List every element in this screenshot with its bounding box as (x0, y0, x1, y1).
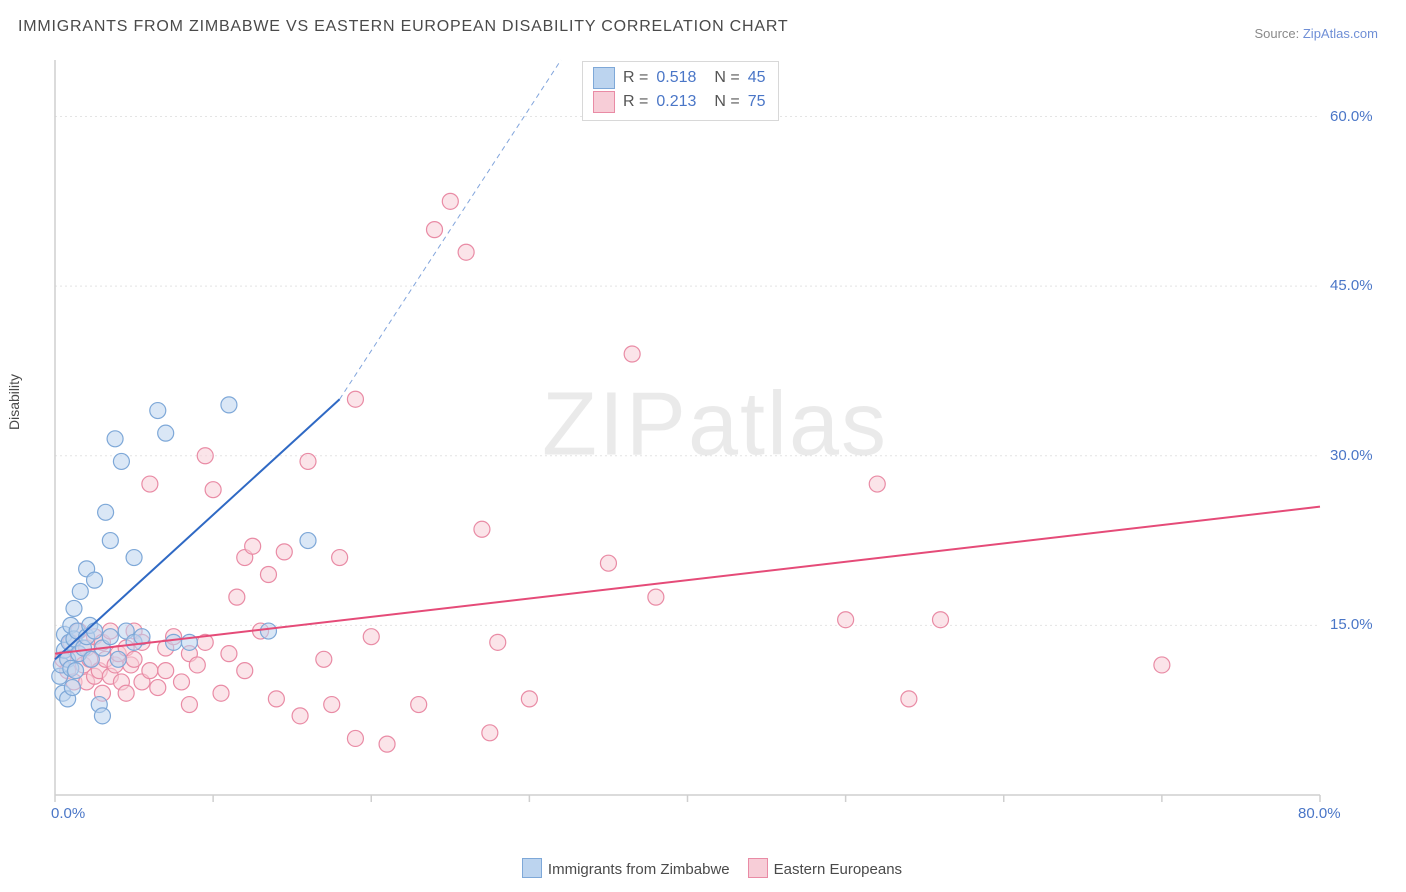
stats-row-zimbabwe: R = 0.518 N = 45 (593, 66, 766, 90)
legend-label: Eastern Europeans (774, 861, 902, 878)
y-axis-label: Disability (6, 374, 22, 430)
x-tick-label: 80.0% (1298, 805, 1341, 822)
legend-label: Immigrants from Zimbabwe (548, 861, 730, 878)
stats-n-label: N = (714, 90, 739, 114)
chart-svg (50, 55, 1380, 825)
source-link[interactable]: ZipAtlas.com (1303, 26, 1378, 41)
stats-row-eastern: R = 0.213 N = 75 (593, 90, 766, 114)
y-tick-label: 60.0% (1330, 108, 1373, 125)
legend-bottom: Immigrants from Zimbabwe Eastern European… (0, 858, 1406, 878)
stats-swatch (593, 67, 615, 89)
source-prefix: Source: (1254, 26, 1302, 41)
stats-r-label: R = (623, 90, 648, 114)
stats-r-label: R = (623, 66, 648, 90)
stats-legend-box: R = 0.518 N = 45 R = 0.213 N = 75 (582, 61, 779, 121)
stats-r-value: 0.213 (656, 90, 696, 114)
x-tick-label: 0.0% (51, 805, 85, 822)
stats-r-value: 0.518 (656, 66, 696, 90)
legend-swatch (522, 858, 542, 878)
stats-swatch (593, 91, 615, 113)
stats-n-value: 75 (748, 90, 766, 114)
source-attribution: Source: ZipAtlas.com (1254, 26, 1378, 41)
y-tick-label: 15.0% (1330, 616, 1373, 633)
y-tick-label: 30.0% (1330, 447, 1373, 464)
legend-swatch (748, 858, 768, 878)
chart-plot-area: ZIPatlas R = 0.518N = 45R = 0.213N = 75 (50, 55, 1380, 825)
stats-n-value: 45 (748, 66, 766, 90)
y-tick-label: 45.0% (1330, 277, 1373, 294)
chart-title: IMMIGRANTS FROM ZIMBABWE VS EASTERN EURO… (18, 18, 789, 36)
stats-n-label: N = (714, 66, 739, 90)
